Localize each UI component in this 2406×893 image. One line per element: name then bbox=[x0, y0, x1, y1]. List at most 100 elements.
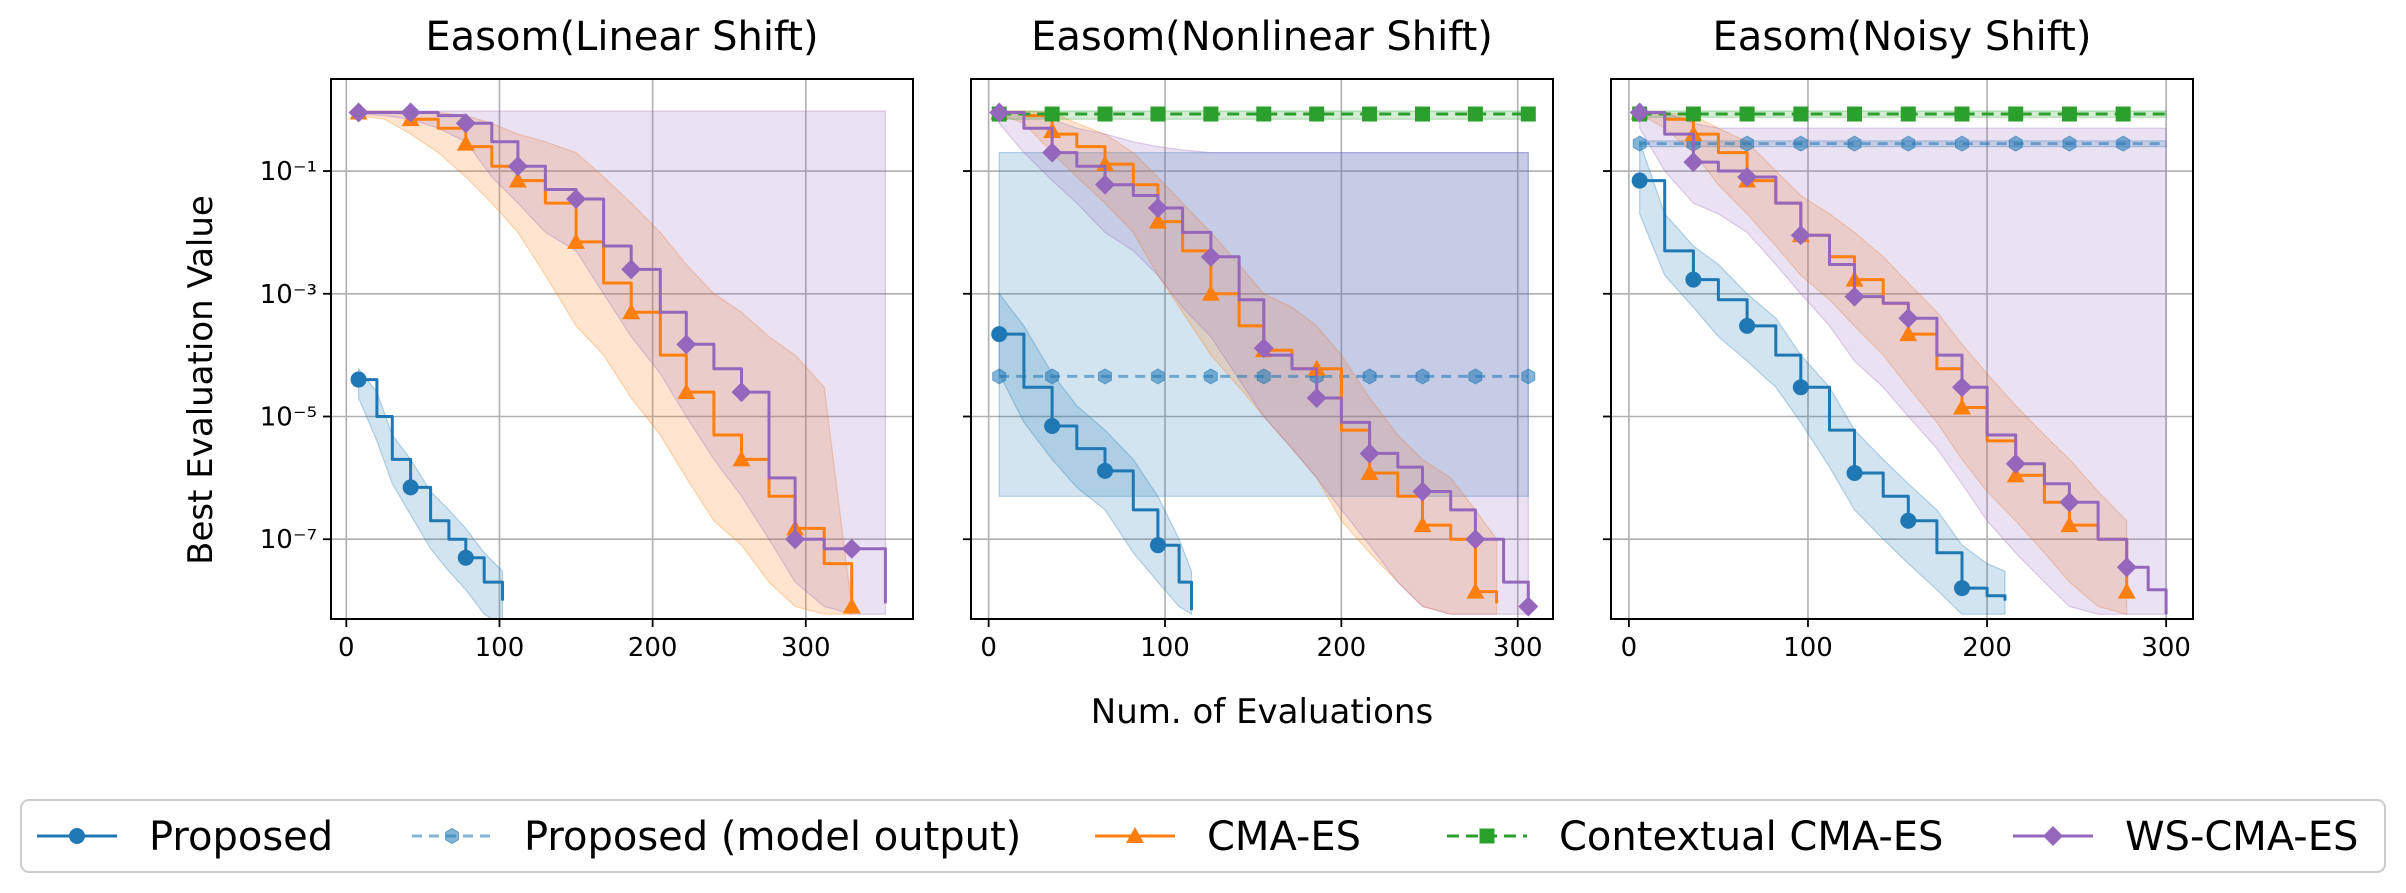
legend-marker bbox=[1479, 828, 1495, 844]
point-cma-es bbox=[508, 171, 527, 188]
point-ws-cma-es bbox=[1790, 225, 1811, 246]
x-axis-label: Num. of Evaluations bbox=[1091, 692, 1433, 732]
x-tick-label: 200 bbox=[1317, 633, 1367, 663]
point-contextual-cma-es bbox=[1685, 106, 1701, 122]
band-cma-es bbox=[998, 110, 1498, 615]
point-ws-cma-es bbox=[1844, 286, 1865, 307]
point-contextual-cma-es bbox=[1362, 106, 1378, 122]
point-ws-cma-es bbox=[507, 156, 528, 177]
point-proposed bbox=[1097, 462, 1114, 479]
point-proposed-model-output bbox=[2062, 135, 2077, 152]
point-ws-cma-es bbox=[348, 102, 369, 123]
point-proposed bbox=[1900, 512, 1917, 529]
legend-item-ws-cma-es: WS-CMA-ES bbox=[2013, 814, 2358, 860]
legend-label: Proposed bbox=[149, 814, 333, 860]
point-ws-cma-es bbox=[1042, 142, 1063, 163]
point-ws-cma-es bbox=[989, 102, 1010, 123]
legend-marker bbox=[1126, 827, 1144, 843]
x-tick-label: 300 bbox=[2141, 633, 2191, 663]
point-proposed-model-output bbox=[1847, 135, 1862, 152]
point-proposed-model-output bbox=[1521, 368, 1536, 385]
point-ws-cma-es bbox=[2116, 557, 2137, 578]
point-contextual-cma-es bbox=[1150, 106, 1166, 122]
point-ws-cma-es bbox=[676, 334, 697, 355]
point-ws-cma-es bbox=[1095, 174, 1116, 195]
point-ws-cma-es bbox=[400, 102, 421, 123]
band-cma-es bbox=[358, 110, 853, 615]
y-tick-label: 10⁻⁷ bbox=[260, 525, 317, 555]
point-cma-es bbox=[732, 450, 751, 467]
point-contextual-cma-es bbox=[1203, 106, 1219, 122]
point-proposed bbox=[350, 371, 367, 388]
y-tick-label: 10⁻¹ bbox=[260, 157, 317, 187]
point-proposed-model-output bbox=[1793, 135, 1808, 152]
axes-frame bbox=[1610, 78, 2194, 620]
point-ws-cma-es bbox=[1683, 152, 1704, 173]
x-tick-label: 100 bbox=[475, 633, 525, 663]
point-proposed-model-output bbox=[1468, 368, 1483, 385]
point-proposed bbox=[1846, 465, 1863, 482]
point-contextual-cma-es bbox=[2008, 106, 2024, 122]
legend-item-cma-es: CMA-ES bbox=[1095, 814, 1361, 860]
point-contextual-cma-es bbox=[1793, 106, 1809, 122]
legend-label: WS-CMA-ES bbox=[2125, 814, 2358, 860]
legend-frame bbox=[20, 799, 2386, 873]
point-cma-es bbox=[456, 134, 475, 151]
point-cma-es bbox=[1360, 464, 1379, 481]
band-cma-es bbox=[1639, 110, 2128, 615]
point-cma-es bbox=[2006, 466, 2025, 483]
point-cma-es bbox=[677, 383, 696, 400]
y-axis-label: Best Evaluation Value bbox=[181, 195, 221, 565]
point-proposed-model-output bbox=[1901, 135, 1916, 152]
line-proposed bbox=[1639, 179, 2007, 601]
point-ws-cma-es bbox=[2059, 492, 2080, 513]
point-ws-cma-es bbox=[1518, 596, 1539, 617]
point-contextual-cma-es bbox=[1256, 106, 1272, 122]
point-proposed-model-output bbox=[1203, 368, 1218, 385]
point-contextual-cma-es bbox=[1900, 106, 1916, 122]
point-ws-cma-es bbox=[1951, 377, 1972, 398]
x-tick-label: 100 bbox=[1140, 633, 1190, 663]
point-proposed bbox=[1685, 271, 1702, 288]
plot-area bbox=[348, 102, 887, 619]
y-tick-label: 10⁻³ bbox=[260, 280, 317, 310]
point-proposed bbox=[1149, 537, 1166, 554]
point-contextual-cma-es bbox=[2061, 106, 2077, 122]
line-proposed bbox=[358, 378, 504, 601]
point-proposed-model-output bbox=[1955, 135, 1969, 152]
point-cma-es bbox=[842, 597, 861, 614]
point-cma-es bbox=[567, 232, 586, 249]
point-proposed-model-output bbox=[1632, 135, 1647, 152]
point-proposed-model-output bbox=[1415, 368, 1430, 385]
point-proposed bbox=[1631, 172, 1648, 189]
x-tick-label: 0 bbox=[980, 633, 997, 663]
legend-marker bbox=[445, 827, 459, 845]
point-cma-es bbox=[1413, 516, 1432, 533]
x-tick-label: 200 bbox=[1962, 633, 2012, 663]
legend-item-proposed-model-output: Proposed (model output) bbox=[412, 814, 1021, 860]
point-ws-cma-es bbox=[731, 382, 752, 403]
point-ws-cma-es bbox=[621, 259, 642, 280]
point-proposed bbox=[1044, 418, 1061, 435]
point-ws-cma-es bbox=[1412, 481, 1433, 502]
chart-title: Easom(Linear Shift) bbox=[425, 14, 818, 60]
point-ws-cma-es bbox=[2005, 453, 2026, 474]
point-proposed bbox=[457, 549, 474, 566]
point-proposed-model-output bbox=[2116, 135, 2131, 152]
plot-area bbox=[1629, 102, 2168, 615]
point-ws-cma-es bbox=[566, 189, 587, 210]
chart-title: Easom(Nonlinear Shift) bbox=[1031, 14, 1493, 60]
point-ws-cma-es bbox=[1306, 388, 1327, 409]
point-contextual-cma-es bbox=[1847, 106, 1863, 122]
point-cma-es bbox=[622, 303, 641, 320]
chart-panel-1: Easom(Linear Shift) 0 100 200 300 10⁻¹ 10⁻³ 10⁻… bbox=[260, 14, 914, 663]
point-ws-cma-es bbox=[1200, 246, 1221, 267]
x-tick-label: 100 bbox=[1783, 633, 1833, 663]
point-cma-es bbox=[1952, 398, 1971, 415]
x-tick-label: 300 bbox=[781, 633, 831, 663]
point-contextual-cma-es bbox=[1467, 106, 1483, 122]
point-proposed-model-output bbox=[2008, 135, 2023, 152]
point-contextual-cma-es bbox=[1520, 106, 1536, 122]
axes-frame bbox=[330, 78, 914, 620]
